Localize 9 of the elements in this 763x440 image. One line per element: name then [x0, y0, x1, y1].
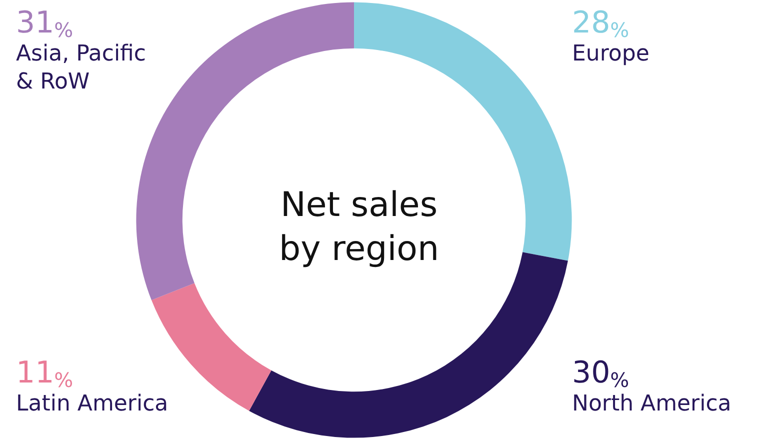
slice-label: Asia, Pacific & RoW — [16, 42, 146, 94]
slice-label: Europe — [572, 42, 650, 66]
text: Net sales by region — [278, 185, 440, 269]
slice-label: Latin America — [16, 392, 168, 416]
data-label: 11% — [16, 356, 74, 392]
data-label: 31% — [16, 6, 74, 42]
data-label: 28% — [572, 6, 630, 42]
slice-label: North America — [572, 392, 732, 416]
data-label: 30% — [572, 356, 630, 392]
